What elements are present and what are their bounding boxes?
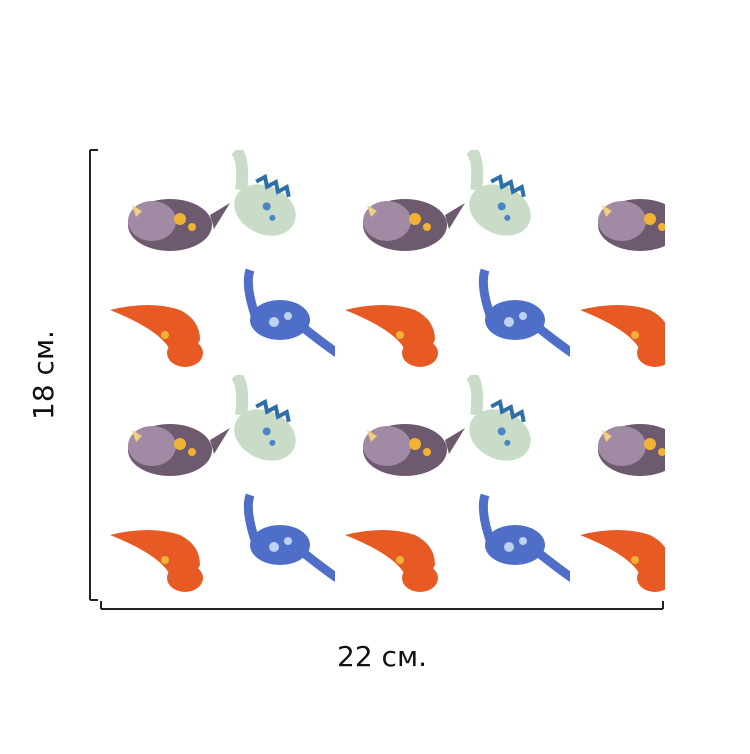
dimension-brackets — [89, 149, 664, 610]
height-label: 18 см. — [27, 330, 60, 420]
fabric-swatch — [100, 150, 665, 600]
width-label: 22 см. — [337, 640, 427, 673]
